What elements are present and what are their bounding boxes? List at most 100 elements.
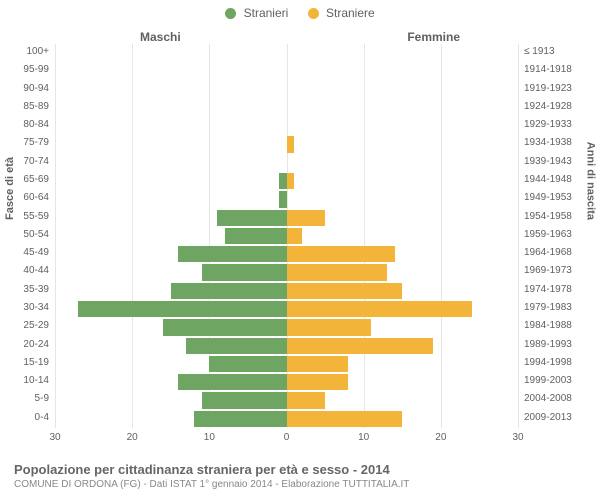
bar-male — [225, 228, 287, 244]
x-tick-label: 20 — [127, 432, 138, 443]
birth-year-label: 1989-1993 — [518, 339, 594, 350]
bar-female — [287, 264, 387, 280]
age-label: 0-4 — [5, 412, 55, 423]
birth-year-label: 2004-2008 — [518, 393, 594, 404]
column-header-female: Femmine — [407, 30, 460, 44]
age-row: 45-491964-1968 — [55, 245, 518, 263]
legend-swatch-female — [308, 8, 319, 19]
birth-year-label: 1959-1963 — [518, 229, 594, 240]
bar-female — [287, 283, 403, 299]
bar-female — [287, 228, 302, 244]
age-row: 100+≤ 1913 — [55, 44, 518, 62]
age-row: 50-541959-1963 — [55, 227, 518, 245]
bar-male — [279, 191, 287, 207]
bar-female — [287, 411, 403, 427]
birth-year-label: 1919-1923 — [518, 83, 594, 94]
bar-male — [209, 356, 286, 372]
bar-male — [178, 374, 286, 390]
birth-year-label: 2009-2013 — [518, 412, 594, 423]
chart-subtitle: COMUNE DI ORDONA (FG) - Dati ISTAT 1° ge… — [14, 479, 586, 490]
age-label: 75-79 — [5, 137, 55, 148]
birth-year-label: 1949-1953 — [518, 192, 594, 203]
bar-female — [287, 301, 472, 317]
age-label: 40-44 — [5, 265, 55, 276]
bar-male — [202, 392, 287, 408]
bar-female — [287, 246, 395, 262]
x-tick-label: 10 — [358, 432, 369, 443]
age-label: 95-99 — [5, 64, 55, 75]
bar-male — [194, 411, 287, 427]
age-label: 80-84 — [5, 119, 55, 130]
chart-footer: Popolazione per cittadinanza straniera p… — [14, 462, 586, 490]
age-row: 55-591954-1958 — [55, 209, 518, 227]
birth-year-label: 1969-1973 — [518, 265, 594, 276]
birth-year-label: 1939-1943 — [518, 156, 594, 167]
age-row: 0-42009-2013 — [55, 410, 518, 428]
age-row: 5-92004-2008 — [55, 391, 518, 409]
age-label: 50-54 — [5, 229, 55, 240]
age-row: 95-991914-1918 — [55, 62, 518, 80]
legend-item-female: Straniere — [308, 6, 375, 20]
age-row: 25-291984-1988 — [55, 318, 518, 336]
bar-male — [186, 338, 286, 354]
bar-female — [287, 173, 295, 189]
age-row: 10-141999-2003 — [55, 373, 518, 391]
birth-year-label: 1929-1933 — [518, 119, 594, 130]
age-row: 20-241989-1993 — [55, 337, 518, 355]
age-label: 70-74 — [5, 156, 55, 167]
age-row: 35-391974-1978 — [55, 282, 518, 300]
legend-label-female: Straniere — [326, 6, 375, 20]
age-label: 65-69 — [5, 174, 55, 185]
age-label: 20-24 — [5, 339, 55, 350]
x-tick-label: 30 — [49, 432, 60, 443]
age-row: 65-691944-1948 — [55, 172, 518, 190]
bar-male — [78, 301, 286, 317]
birth-year-label: 1974-1978 — [518, 284, 594, 295]
age-row: 70-741939-1943 — [55, 154, 518, 172]
age-label: 10-14 — [5, 375, 55, 386]
age-label: 30-34 — [5, 302, 55, 313]
bar-male — [163, 319, 286, 335]
column-header-male: Maschi — [140, 30, 181, 44]
bar-female — [287, 356, 349, 372]
bar-female — [287, 374, 349, 390]
chart-title: Popolazione per cittadinanza straniera p… — [14, 462, 586, 477]
birth-year-label: 1914-1918 — [518, 64, 594, 75]
age-row: 30-341979-1983 — [55, 300, 518, 318]
birth-year-label: 1979-1983 — [518, 302, 594, 313]
age-row: 80-841929-1933 — [55, 117, 518, 135]
age-label: 25-29 — [5, 320, 55, 331]
x-axis-ticks: 3020100102030 — [55, 432, 518, 446]
age-row: 60-641949-1953 — [55, 190, 518, 208]
birth-year-label: 1999-2003 — [518, 375, 594, 386]
x-tick-label: 20 — [435, 432, 446, 443]
birth-year-label: ≤ 1913 — [518, 46, 594, 57]
bar-female — [287, 136, 295, 152]
birth-year-label: 1984-1988 — [518, 320, 594, 331]
age-row: 15-191994-1998 — [55, 355, 518, 373]
age-label: 55-59 — [5, 211, 55, 222]
age-label: 60-64 — [5, 192, 55, 203]
age-label: 35-39 — [5, 284, 55, 295]
age-label: 45-49 — [5, 247, 55, 258]
bar-female — [287, 338, 434, 354]
legend-swatch-male — [225, 8, 236, 19]
plot-area: 3020100102030 100+≤ 191395-991914-191890… — [55, 44, 518, 428]
bar-male — [202, 264, 287, 280]
age-row: 75-791934-1938 — [55, 135, 518, 153]
bar-female — [287, 210, 326, 226]
age-label: 15-19 — [5, 357, 55, 368]
legend: Stranieri Straniere — [0, 6, 600, 20]
population-pyramid-chart: Stranieri Straniere Maschi Femmine Fasce… — [0, 0, 600, 500]
bar-male — [178, 246, 286, 262]
bar-female — [287, 319, 372, 335]
age-label: 5-9 — [5, 393, 55, 404]
legend-label-male: Stranieri — [244, 6, 289, 20]
bar-male — [279, 173, 287, 189]
bar-female — [287, 392, 326, 408]
bar-male — [171, 283, 287, 299]
birth-year-label: 1934-1938 — [518, 137, 594, 148]
age-label: 100+ — [5, 46, 55, 57]
birth-year-label: 1964-1968 — [518, 247, 594, 258]
x-tick-label: 30 — [512, 432, 523, 443]
